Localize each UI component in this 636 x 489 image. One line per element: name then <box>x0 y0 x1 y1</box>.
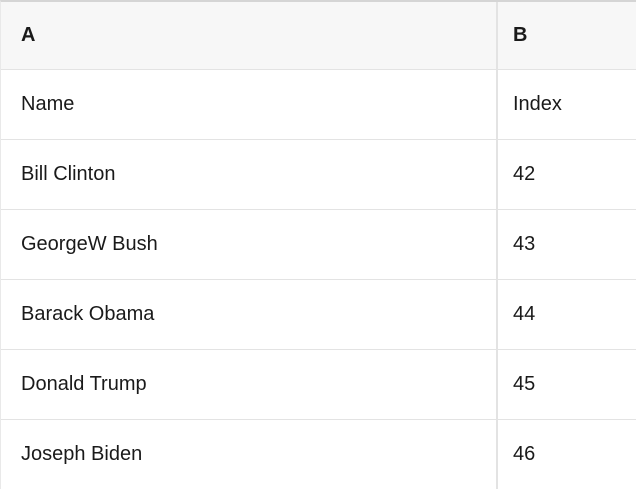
table-cell[interactable]: 45 <box>513 373 536 395</box>
table-cell[interactable]: 42 <box>513 163 536 185</box>
table-cell[interactable]: Index <box>513 93 562 115</box>
column-header-a[interactable]: A <box>1 2 498 69</box>
table-cell[interactable]: 44 <box>513 303 536 325</box>
table-body: Name Index Bill Clinton 42 GeorgeW Bush 43 Bar… <box>1 70 636 489</box>
table-cell[interactable]: Donald Trump <box>1 350 498 419</box>
table-cell[interactable]: GeorgeW Bush <box>1 210 498 279</box>
table-cell[interactable]: 46 <box>513 443 536 465</box>
column-header-b[interactable]: B <box>513 24 528 46</box>
table-cell[interactable]: Joseph Biden <box>1 420 498 489</box>
table-row: Donald Trump 45 <box>1 350 636 420</box>
table-cell[interactable]: 43 <box>513 233 536 255</box>
table-cell[interactable]: Barack Obama <box>1 280 498 349</box>
column-header-row: A B <box>1 2 636 70</box>
table-row: Joseph Biden 46 <box>1 420 636 489</box>
table-cell[interactable]: Name <box>1 70 498 139</box>
table-row: Name Index <box>1 70 636 140</box>
table-row: GeorgeW Bush 43 <box>1 210 636 280</box>
table-cell[interactable]: Bill Clinton <box>1 140 498 209</box>
table-row: Barack Obama 44 <box>1 280 636 350</box>
table-row: Bill Clinton 42 <box>1 140 636 210</box>
